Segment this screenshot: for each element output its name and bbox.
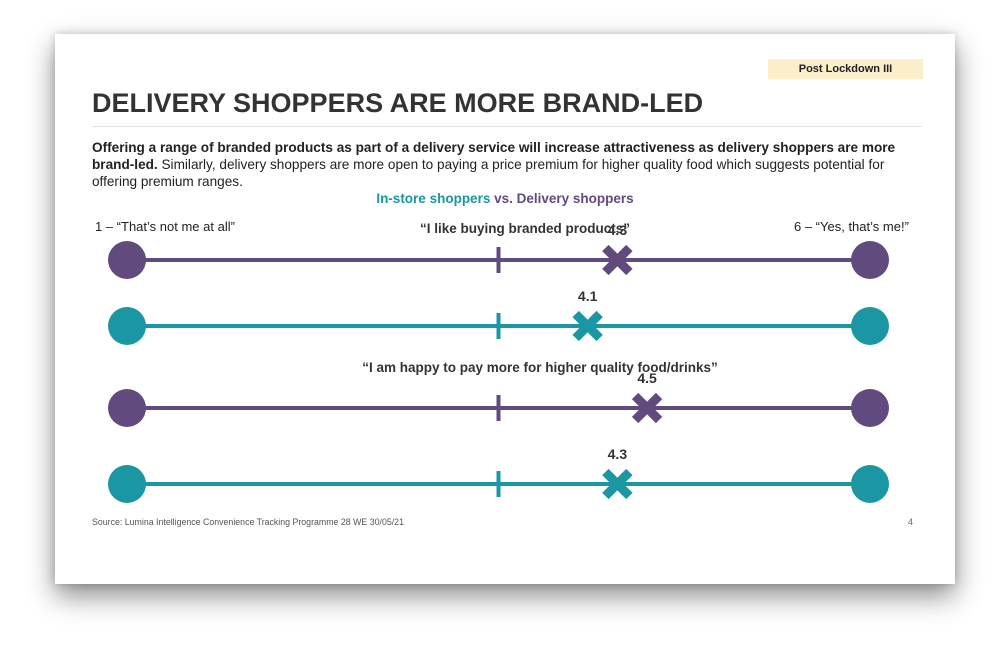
statement-1-delivery-score-marker xyxy=(602,244,633,276)
slide: Post Lockdown III DELIVERY SHOPPERS ARE … xyxy=(55,34,955,584)
statement-1-instore-scale-min-dot xyxy=(108,307,146,345)
chart-area: 4.3 4.1 4.5 4.3 xyxy=(108,222,889,503)
statement-1-instore-score-label: 4.1 xyxy=(578,288,598,304)
statement-1-instore-score-marker xyxy=(572,310,603,342)
intro-regular-text: Similarly, delivery shoppers are more op… xyxy=(92,157,885,189)
intro-bold-text: Offering a range of branded products as … xyxy=(92,140,896,172)
chart-subtitle: In-store shoppers vs. Delivery shoppers xyxy=(55,191,955,206)
statement-2-delivery-score-marker xyxy=(631,392,663,424)
subtitle-delivery: Delivery shoppers xyxy=(516,191,634,206)
statement-2-delivery-score-label: 4.5 xyxy=(637,370,657,386)
statement-2-instore-score-marker xyxy=(602,468,633,500)
statement-1-delivery-scale-min-dot xyxy=(108,241,146,279)
statement-1-instore-scale-max-dot xyxy=(851,307,889,345)
intro-paragraph: Offering a range of branded products as … xyxy=(92,139,922,190)
page-number: 4 xyxy=(908,517,914,527)
scale-min-label: 1 – “That’s not me at all” xyxy=(95,219,235,234)
title-divider xyxy=(92,126,922,127)
statement-1-delivery-score-label: 4.3 xyxy=(608,222,628,238)
statement-2-instore-scale-min-dot xyxy=(108,465,146,503)
statement-2-delivery-scale-max-dot xyxy=(851,389,889,427)
source-note: Source: Lumina Intelligence Convenience … xyxy=(92,517,404,527)
subtitle-instore: In-store shoppers xyxy=(376,191,491,206)
statement-2-instore-score-label: 4.3 xyxy=(608,446,628,462)
statement-2-instore-scale-max-dot xyxy=(851,465,889,503)
subtitle-vs: vs. xyxy=(490,191,517,206)
period-tag: Post Lockdown III xyxy=(768,59,923,79)
statement-1-label: “I like buying branded products” xyxy=(419,221,631,236)
statement-2-delivery-scale-min-dot xyxy=(108,389,146,427)
page-title: DELIVERY SHOPPERS ARE MORE BRAND-LED xyxy=(92,88,704,118)
scale-max-label: 6 – “Yes, that’s me!” xyxy=(794,219,909,234)
statement-1-delivery-scale-max-dot xyxy=(851,241,889,279)
statement-2-label: “I am happy to pay more for higher quali… xyxy=(362,360,718,375)
